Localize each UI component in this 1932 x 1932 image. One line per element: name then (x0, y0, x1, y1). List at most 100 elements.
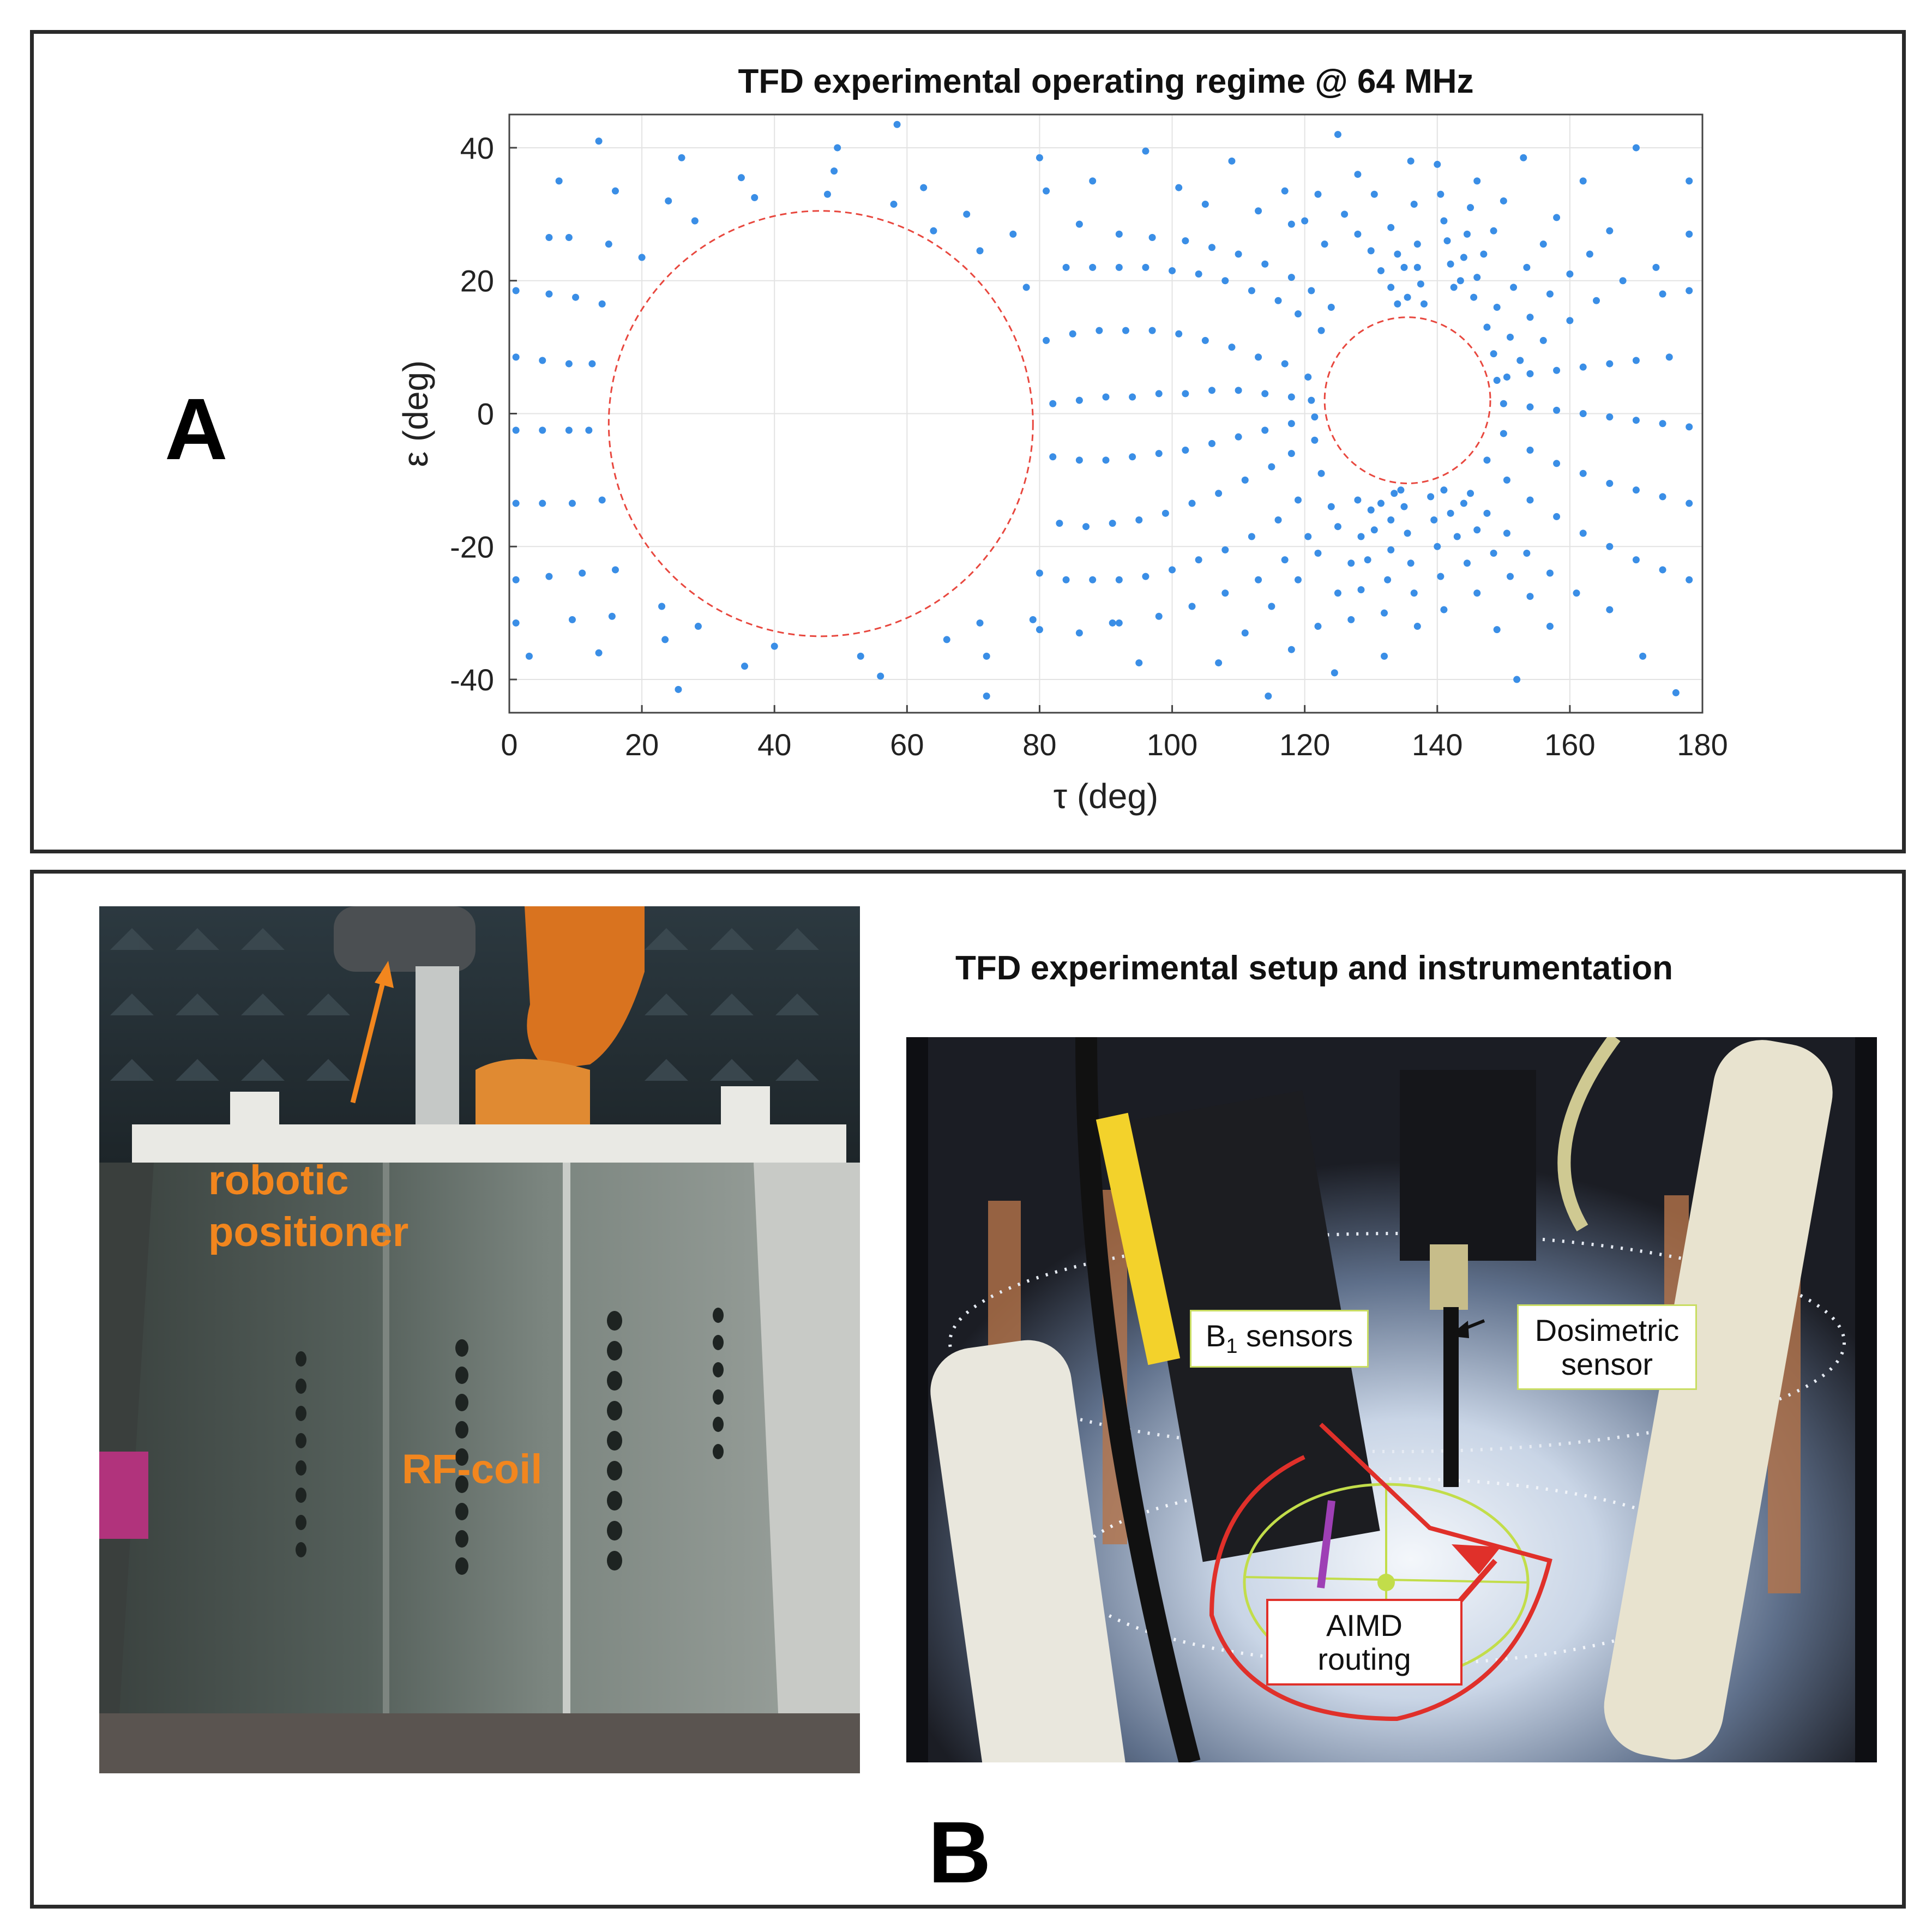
data-point (1096, 327, 1103, 334)
data-point (1659, 566, 1666, 574)
data-point (1659, 493, 1666, 501)
data-point (1566, 270, 1574, 278)
data-point (638, 254, 646, 261)
data-point (1410, 201, 1418, 208)
data-point (1304, 373, 1312, 381)
data-point (1659, 420, 1666, 428)
x-tick-label: 180 (1677, 727, 1728, 762)
data-point (1381, 609, 1388, 617)
robotic-positioner-label-line2: positioner (208, 1209, 409, 1255)
data-point (1506, 333, 1514, 341)
data-point (1434, 543, 1441, 550)
data-point (1182, 237, 1189, 245)
data-point (598, 300, 606, 308)
data-point (565, 426, 573, 434)
data-point (1523, 263, 1531, 271)
data-point (1526, 447, 1534, 454)
data-point (1317, 327, 1325, 334)
data-point (565, 360, 573, 368)
data-point (665, 197, 672, 204)
data-point (1155, 390, 1163, 398)
data-point (658, 603, 666, 610)
data-point (579, 569, 586, 577)
data-point (1500, 197, 1507, 204)
data-point (1665, 353, 1673, 361)
y-axis-label: ε (deg) (396, 360, 435, 467)
data-point (1142, 573, 1149, 580)
data-point (1304, 533, 1312, 540)
x-tick-label: 160 (1544, 727, 1595, 762)
data-point (1317, 470, 1325, 477)
robotic-positioner-label-line1: robotic (208, 1157, 349, 1203)
data-point (877, 672, 884, 680)
data-point (983, 652, 990, 660)
data-point (595, 649, 603, 657)
data-point (1632, 357, 1640, 364)
b1-sensors-label-subscript: 1 (1226, 1335, 1238, 1358)
data-point (1268, 463, 1275, 471)
data-point (1573, 589, 1580, 597)
data-point (1434, 160, 1441, 168)
data-point (1400, 503, 1408, 510)
data-point (1546, 290, 1554, 298)
data-point (1384, 576, 1392, 583)
x-axis-label: τ (deg) (1054, 777, 1158, 816)
data-point (1427, 493, 1435, 501)
data-point (1314, 623, 1322, 630)
data-point (1155, 450, 1163, 458)
data-point (1347, 616, 1355, 623)
data-point (1075, 396, 1083, 404)
data-point (1268, 603, 1275, 610)
data-point (539, 499, 546, 507)
data-point (1500, 430, 1507, 437)
y-tick-label: -40 (450, 663, 494, 697)
data-point (1447, 260, 1454, 268)
data-point (1447, 509, 1454, 517)
data-point (1413, 240, 1421, 248)
b1-sensors-label-letter: B (1206, 1319, 1226, 1353)
data-point (930, 227, 937, 234)
data-point (1295, 310, 1302, 318)
data-point (1201, 336, 1209, 344)
data-point (1036, 569, 1043, 577)
data-point (1391, 490, 1398, 497)
data-point (1526, 370, 1534, 377)
data-point (1400, 263, 1408, 271)
rf-coil-label: RF-coil (402, 1446, 543, 1492)
dosimetric-sensor-label-line2: sensor (1561, 1346, 1653, 1381)
data-point (1579, 529, 1587, 537)
data-point (598, 496, 606, 504)
data-point (1579, 177, 1587, 185)
data-point (1523, 549, 1531, 557)
data-point (1221, 546, 1229, 553)
instrumentation-photo: B1 sensors Dosimetric sensor AIMD routin… (906, 1037, 1877, 1762)
data-point (1440, 606, 1448, 613)
data-point (1460, 254, 1467, 261)
data-point (1109, 520, 1116, 527)
data-point (611, 566, 619, 574)
data-point (1148, 327, 1156, 334)
data-point (1029, 616, 1037, 623)
data-point (893, 121, 901, 128)
data-point (1370, 190, 1378, 198)
data-point (1235, 433, 1242, 441)
data-point (1161, 509, 1169, 517)
data-point (1473, 177, 1481, 185)
data-point (737, 174, 745, 182)
panel-b-frame: robotic positioner RF-coil TFD experimen… (30, 870, 1906, 1909)
data-point (691, 217, 699, 225)
data-point (1235, 250, 1242, 258)
data-point (1483, 509, 1491, 517)
data-point (1546, 623, 1554, 630)
data-point (1135, 516, 1143, 524)
data-point (1215, 490, 1223, 497)
y-tick-label: 40 (460, 131, 494, 165)
data-point (588, 360, 596, 368)
robotic-positioner-label: robotic positioner (208, 1154, 408, 1258)
x-tick-label: 60 (890, 727, 924, 762)
data-point (1606, 360, 1614, 368)
data-point (1470, 293, 1478, 301)
data-point (1619, 277, 1627, 285)
data-point (1331, 669, 1338, 677)
data-point (1069, 330, 1076, 338)
